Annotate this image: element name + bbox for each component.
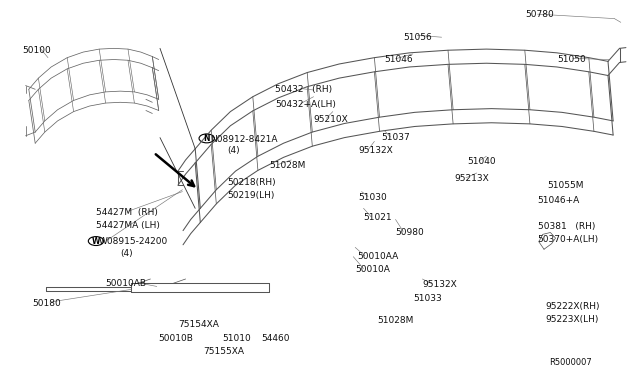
- Text: (4): (4): [227, 146, 240, 155]
- Text: 51010: 51010: [223, 334, 252, 343]
- Text: 50381   (RH): 50381 (RH): [538, 222, 595, 231]
- Text: 50218(RH): 50218(RH): [227, 178, 276, 187]
- Text: 54427MA (LH): 54427MA (LH): [96, 221, 160, 230]
- Text: 50432+A(LH): 50432+A(LH): [275, 100, 336, 109]
- Text: 95132X: 95132X: [422, 280, 457, 289]
- Text: W: W: [92, 237, 100, 246]
- Text: 50010AA: 50010AA: [357, 252, 398, 261]
- Text: 50370+A(LH): 50370+A(LH): [538, 235, 599, 244]
- Text: 51030: 51030: [358, 193, 387, 202]
- Text: W08915-24200: W08915-24200: [99, 237, 168, 246]
- Text: 50980: 50980: [396, 228, 424, 237]
- Text: 51055M: 51055M: [547, 182, 584, 190]
- Text: 50780: 50780: [525, 10, 554, 19]
- Text: 75155XA: 75155XA: [204, 347, 244, 356]
- Text: 95210X: 95210X: [314, 115, 348, 124]
- Text: 50010A: 50010A: [355, 265, 390, 274]
- Text: 50010AB: 50010AB: [106, 279, 147, 288]
- Text: 51056: 51056: [403, 33, 432, 42]
- Text: 95222X(RH): 95222X(RH): [545, 302, 600, 311]
- Text: 51050: 51050: [557, 55, 586, 64]
- Text: 75154XA: 75154XA: [178, 320, 219, 329]
- Text: 54427M  (RH): 54427M (RH): [96, 208, 158, 217]
- Text: (4): (4): [120, 249, 133, 258]
- Text: N08912-8421A: N08912-8421A: [210, 135, 277, 144]
- Text: 51021: 51021: [364, 213, 392, 222]
- Text: 51040: 51040: [467, 157, 496, 166]
- Text: 51028M: 51028M: [269, 161, 305, 170]
- Text: 50219(LH): 50219(LH): [227, 191, 275, 200]
- Text: 95223X(LH): 95223X(LH): [545, 315, 598, 324]
- Text: N: N: [204, 134, 210, 143]
- Text: 51033: 51033: [413, 294, 442, 303]
- Text: 51046: 51046: [384, 55, 413, 64]
- Text: 54460: 54460: [261, 334, 290, 343]
- Text: 95132X: 95132X: [358, 146, 393, 155]
- Text: 51037: 51037: [381, 133, 410, 142]
- Text: 95213X: 95213X: [454, 174, 489, 183]
- Text: 51046+A: 51046+A: [538, 196, 580, 205]
- Text: 50100: 50100: [22, 46, 51, 55]
- Text: 50010B: 50010B: [159, 334, 193, 343]
- Text: 50180: 50180: [32, 299, 61, 308]
- Text: 50432   (RH): 50432 (RH): [275, 85, 332, 94]
- Text: R5000007: R5000007: [549, 358, 592, 367]
- Text: 51028M: 51028M: [378, 316, 414, 325]
